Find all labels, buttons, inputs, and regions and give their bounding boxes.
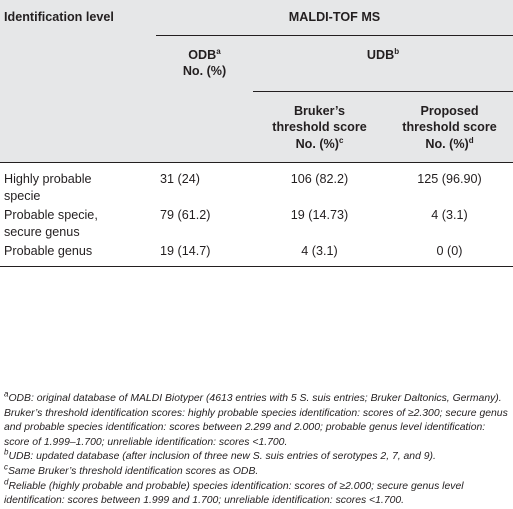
cell-level: Highly probable specie xyxy=(0,163,156,205)
footnote-c-mark: c xyxy=(4,462,8,472)
cell-odb: 79 (61.2) xyxy=(160,208,211,222)
footnote-c-text: Same Bruker’s threshold identification s… xyxy=(8,465,259,477)
footnote-b-mark: b xyxy=(4,447,9,457)
footnote-b: bUDB: updated database (after inclusion … xyxy=(4,447,509,465)
footnote-c: cSame Bruker’s threshold identification … xyxy=(4,462,509,480)
cell-level-line-1: Probable specie, xyxy=(4,208,98,222)
footnotes: aODB: original database of MALDI Biotype… xyxy=(4,389,509,509)
cell-proposed: 0 (0) xyxy=(386,240,513,267)
odb-sup: a xyxy=(216,46,221,56)
cell-level: Probable specie, secure genus xyxy=(0,204,156,240)
table-row: Highly probable specie 31 (24) 106 (82.2… xyxy=(0,163,513,205)
header-row-2: ODBa No. (%) UDBb xyxy=(0,35,513,163)
cell-odb: 31 (24) xyxy=(160,172,200,186)
odb-sub: No. (%) xyxy=(182,64,227,78)
cell-level-line-1: Highly probable xyxy=(4,172,92,186)
proposed-sup: d xyxy=(468,135,474,145)
results-table: Identification level MALDI-TOF MS ODBa N… xyxy=(0,0,513,267)
cell-proposed: 4 (3.1) xyxy=(431,208,468,222)
footnote-a-mark: a xyxy=(4,389,9,399)
cell-level-line-1: Probable genus xyxy=(4,244,93,258)
proposed-line-3: No. (%)d xyxy=(386,136,513,153)
footnote-d: dReliable (highly probable and probable)… xyxy=(4,477,509,509)
group-header-maldi: MALDI-TOF MS xyxy=(156,0,513,36)
bruker-line-3-text: No. (%) xyxy=(295,136,339,151)
udb-label: UDB xyxy=(366,47,395,62)
odb-title: ODBa xyxy=(156,47,253,64)
group-header-udb: UDBb xyxy=(253,35,513,92)
footnote-d-text: Reliable (highly probable and probable) … xyxy=(4,480,464,507)
cell-level-line-2: secure genus xyxy=(4,224,80,239)
cell-level: Probable genus xyxy=(0,240,156,267)
col-header-identification-level-text: Identification level xyxy=(4,10,114,24)
proposed-line-2: threshold score xyxy=(402,120,497,134)
group-header-maldi-text: MALDI-TOF MS xyxy=(288,10,381,24)
bruker-line-2: threshold score xyxy=(272,120,367,134)
col-header-bruker: Bruker’s threshold score No. (%)c xyxy=(253,91,386,163)
footnote-a: aODB: original database of MALDI Biotype… xyxy=(4,389,509,450)
col-header-odb: ODBa No. (%) xyxy=(156,35,253,163)
bruker-line-1: Bruker’s xyxy=(293,103,346,118)
bruker-line-3: No. (%)c xyxy=(253,136,386,153)
col-header-identification-level: Identification level xyxy=(0,0,156,163)
cell-bruker: 4 (3.1) xyxy=(253,240,386,267)
udb-sup: b xyxy=(394,46,400,56)
cell-level-line-2: specie xyxy=(4,188,41,203)
col-header-proposed: Proposed threshold score No. (%)d xyxy=(386,91,513,163)
footnote-d-mark: d xyxy=(4,477,9,487)
cell-bruker: 19 (14.73) xyxy=(290,208,349,222)
table-row: Probable genus 19 (14.7) 4 (3.1) 0 (0) xyxy=(0,240,513,267)
proposed-line-3-text: No. (%) xyxy=(425,136,469,151)
header-row-1: Identification level MALDI-TOF MS xyxy=(0,0,513,163)
footnote-b-text: UDB: updated database (after inclusion o… xyxy=(8,451,436,463)
cell-bruker: 106 (82.2) xyxy=(290,172,349,186)
footnote-a-text: ODB: original database of MALDI Biotyper… xyxy=(4,393,508,448)
bruker-sup: c xyxy=(338,135,344,145)
proposed-line-1: Proposed xyxy=(420,103,479,118)
cell-proposed: 125 (96.90) xyxy=(417,172,482,186)
cell-odb: 19 (14.7) xyxy=(156,240,253,267)
table-row: Probable specie, secure genus 79 (61.2) … xyxy=(0,204,513,240)
odb-label: ODB xyxy=(188,47,217,62)
